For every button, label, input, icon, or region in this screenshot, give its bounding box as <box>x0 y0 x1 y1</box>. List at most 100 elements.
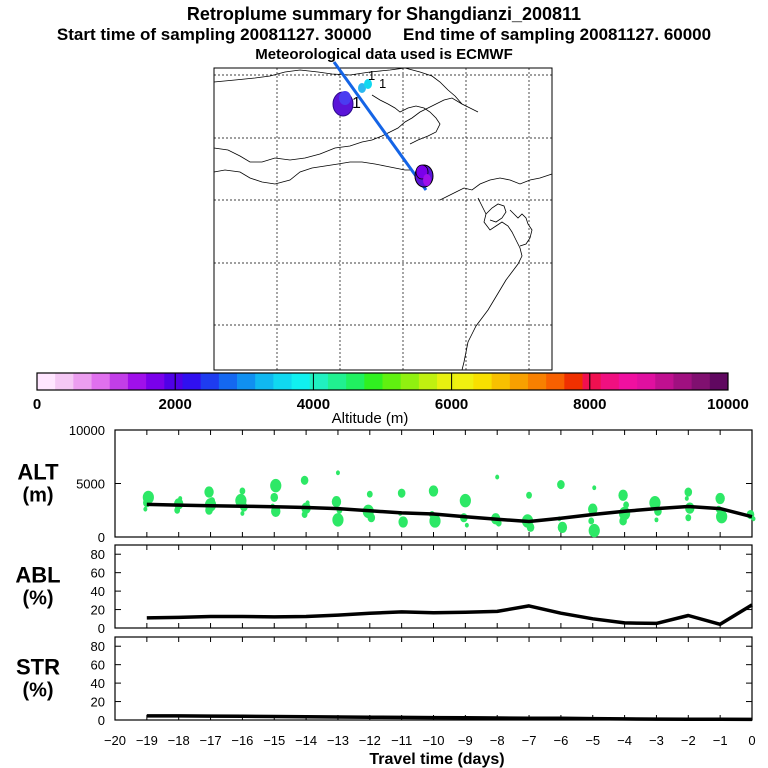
colorbar-cell <box>418 373 438 390</box>
plume-blob <box>364 79 372 89</box>
colorbar-tick-label: 10000 <box>707 396 749 413</box>
x-tick-label: −15 <box>263 733 285 748</box>
colorbar-tick-label: 2000 <box>159 396 192 413</box>
x-tick-label: −1 <box>713 733 728 748</box>
colorbar-cell <box>455 373 474 390</box>
x-tick-label: −2 <box>681 733 696 748</box>
plume-point <box>526 491 532 499</box>
end-time-label: End time of sampling 20081127. 60000 <box>403 25 712 44</box>
colorbar-cell <box>37 373 56 390</box>
plume-point <box>588 503 598 515</box>
plume-point <box>305 500 310 506</box>
plume-point <box>588 517 595 525</box>
y-tick-label: 0 <box>98 713 105 728</box>
x-tick-label: −7 <box>522 733 537 748</box>
plume-point <box>618 489 628 501</box>
colorbar-cell <box>364 373 383 390</box>
plume-point <box>428 485 439 497</box>
colorbar-tick-label: 4000 <box>297 396 330 413</box>
coast-korea <box>509 209 533 247</box>
plume-blob <box>339 91 351 105</box>
colorbar-cell <box>509 373 529 390</box>
colorbar-cell <box>618 373 638 390</box>
y-axis-unit: (%) <box>22 588 53 610</box>
colorbar-cell <box>709 373 729 390</box>
y-axis-unit: (m) <box>22 485 53 507</box>
plume-point <box>557 521 568 534</box>
map-grid <box>214 68 552 370</box>
sampling-times: Start time of sampling 20081127. 30000 E… <box>0 25 768 45</box>
plume-point <box>654 517 659 523</box>
border-north <box>213 67 479 113</box>
x-axis: −20 −19 −18 −17 −16 −15 −14 −13 −12 −11 −10 −9 −8 −7−… <box>104 733 756 748</box>
plume-point <box>684 487 693 497</box>
colorbar-cell <box>673 373 693 390</box>
colorbar-cell <box>691 373 711 390</box>
colorbar: 0 2000 4000 6000 8000 10000 Altitude (m) <box>33 372 749 427</box>
map-panel: 1 1 1 <box>213 61 553 371</box>
colorbar-cell <box>346 373 365 390</box>
plume-point <box>495 474 500 480</box>
colorbar-cell <box>437 373 456 390</box>
start-time-label: Start time of sampling 20081127. 30000 <box>56 25 372 44</box>
plume-point <box>143 506 148 512</box>
colorbar-label: Altitude (m) <box>332 410 409 427</box>
y-tick-label: 20 <box>91 695 105 710</box>
x-tick-label: 0 <box>748 733 755 748</box>
trajectory-line <box>332 61 428 191</box>
colorbar-cell <box>582 373 602 390</box>
plume-point <box>715 492 725 505</box>
plume-point <box>204 486 214 498</box>
plume-blob <box>423 174 431 186</box>
colorbar-cell <box>473 373 492 390</box>
met-data-label: Meteorological data used is ECMWF <box>255 46 513 63</box>
x-tick-label: −3 <box>649 733 664 748</box>
x-tick-label: −14 <box>295 733 317 748</box>
x-axis-label: Travel time (days) <box>369 751 504 768</box>
plume-point <box>270 492 279 502</box>
x-tick-label: −9 <box>458 733 473 748</box>
plume-point <box>716 509 728 524</box>
plume-point <box>331 496 342 508</box>
colorbar-cell <box>564 373 583 390</box>
colorbar-cell <box>182 373 202 390</box>
colorbar-cell <box>309 373 329 390</box>
plume-point <box>270 478 282 493</box>
plume-point <box>619 506 631 521</box>
colorbar-cell <box>200 373 220 390</box>
x-tick-label: −13 <box>327 733 349 748</box>
colorbar-cell <box>600 373 620 390</box>
plume-cluster-west <box>332 79 372 117</box>
y-axis-unit: (%) <box>22 680 53 702</box>
colorbar-cell <box>55 373 74 390</box>
border-mongolia <box>371 94 441 145</box>
border-manchuria <box>439 173 553 201</box>
y-tick-label: 80 <box>91 639 105 654</box>
colorbar-cell <box>164 373 183 390</box>
panel-alt: 0 5000 10000 ALT(m) <box>17 423 756 545</box>
plume-point <box>649 496 661 510</box>
x-tick-label: −16 <box>231 733 253 748</box>
plume-point <box>209 497 215 505</box>
y-axis-label: STR <box>16 655 60 680</box>
map-marker-2: 1 <box>368 68 375 83</box>
colorbar-cell <box>527 373 547 390</box>
plume-cluster-east <box>414 164 434 188</box>
plume-point <box>239 487 246 495</box>
plume-point <box>623 501 629 509</box>
colorbar-cell <box>637 373 656 390</box>
y-tick-label: 0 <box>98 621 105 636</box>
plume-point <box>142 490 154 505</box>
map-frame <box>213 67 553 371</box>
series-line <box>146 714 753 722</box>
panel-abl: 0 20 40 60 80 ABL(%) <box>15 544 753 636</box>
series-line <box>146 603 753 627</box>
colorbar-cell <box>73 373 92 390</box>
border-river <box>213 161 412 185</box>
plume-point <box>366 490 373 498</box>
plume-point <box>588 523 600 538</box>
plume-point <box>685 514 692 522</box>
coast-china <box>461 197 523 371</box>
x-tick-label: −6 <box>553 733 568 748</box>
colorbar-cell <box>237 373 256 390</box>
